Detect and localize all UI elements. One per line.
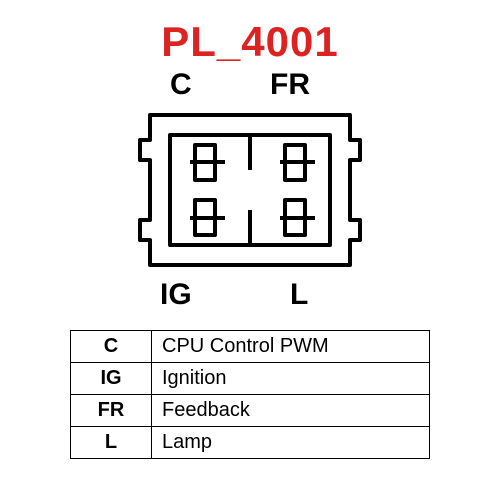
connector-svg <box>0 60 500 320</box>
table-row: IG Ignition <box>71 363 430 395</box>
connector-diagram: C FR IG L <box>0 60 500 320</box>
legend-desc: Ignition <box>152 363 430 395</box>
legend-desc: CPU Control PWM <box>152 331 430 363</box>
legend-code: FR <box>71 395 152 427</box>
pin-label-fr: FR <box>270 68 310 102</box>
diagram-container: PL_4001 C FR IG L <box>0 0 500 500</box>
table-row: L Lamp <box>71 427 430 459</box>
legend-code: C <box>71 331 152 363</box>
pin-label-c: C <box>170 68 192 102</box>
legend-code: IG <box>71 363 152 395</box>
table-row: FR Feedback <box>71 395 430 427</box>
table-row: C CPU Control PWM <box>71 331 430 363</box>
part-number-title: PL_4001 <box>0 18 500 66</box>
legend-desc: Feedback <box>152 395 430 427</box>
legend-desc: Lamp <box>152 427 430 459</box>
pin-label-ig: IG <box>160 278 192 312</box>
legend-code: L <box>71 427 152 459</box>
legend-table: C CPU Control PWM IG Ignition FR Feedbac… <box>70 330 430 459</box>
pin-label-l: L <box>290 278 308 312</box>
